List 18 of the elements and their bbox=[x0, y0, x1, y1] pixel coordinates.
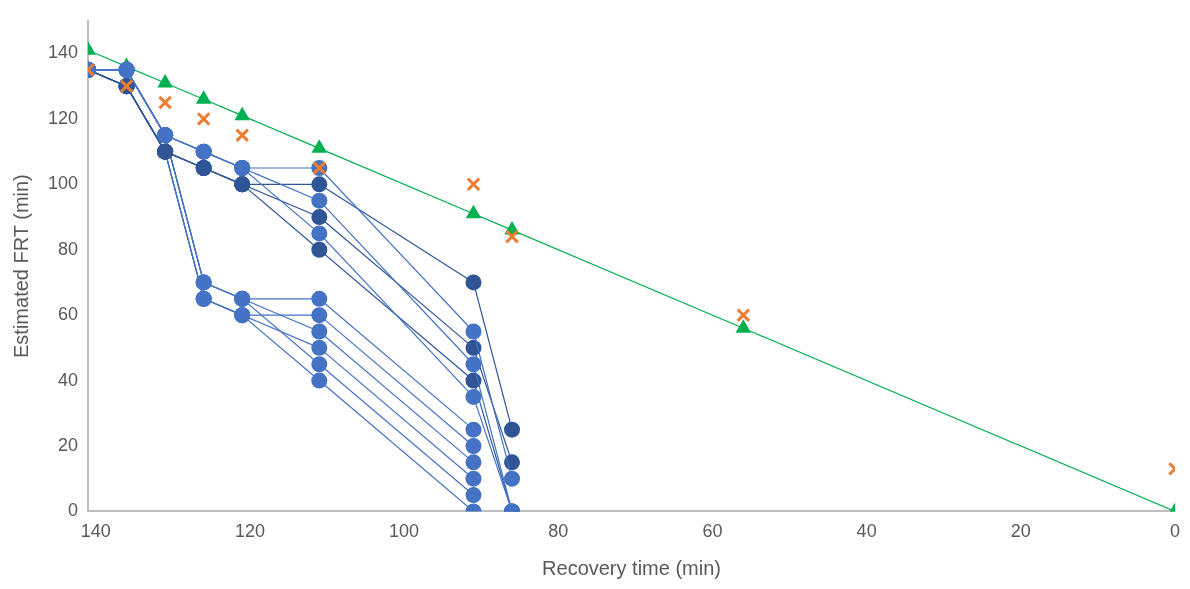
y-tick-label: 40 bbox=[58, 369, 79, 390]
y-tick-label: 140 bbox=[47, 42, 79, 63]
x-tick-label: 120 bbox=[234, 521, 265, 542]
x-tick-label: 140 bbox=[80, 521, 111, 542]
y-axis-title: Estimated FRT (min) bbox=[9, 174, 32, 358]
x-tick-label: 60 bbox=[702, 521, 723, 542]
y-tick-label: 20 bbox=[58, 434, 79, 455]
y-tick-label: 80 bbox=[58, 238, 79, 259]
x-tick-label: 100 bbox=[389, 521, 420, 542]
x-tick-label: 0 bbox=[1169, 521, 1180, 542]
y-tick-label: 0 bbox=[68, 500, 79, 521]
x-tick-label: 80 bbox=[548, 521, 569, 542]
x-tick-label: 40 bbox=[856, 521, 877, 542]
y-tick-label: 100 bbox=[47, 173, 79, 194]
x-tick-label: 20 bbox=[1010, 521, 1031, 542]
y-tick-label: 120 bbox=[47, 107, 79, 128]
y-tick-label: 60 bbox=[58, 304, 79, 325]
x-axis-title: Recovery time (min) bbox=[542, 556, 721, 579]
